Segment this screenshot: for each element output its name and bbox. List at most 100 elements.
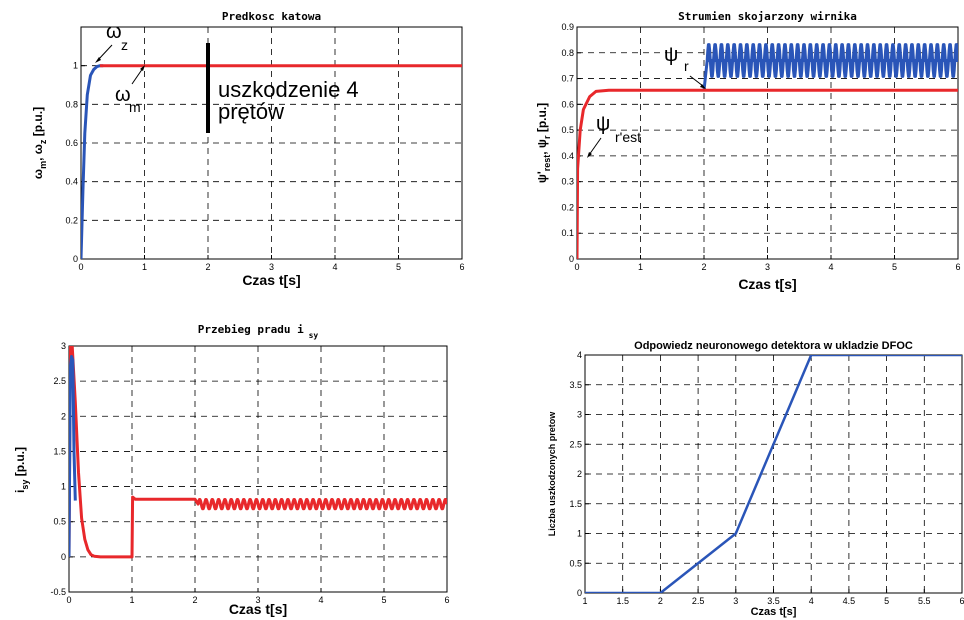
x-tick-label: 4 — [828, 262, 833, 272]
y-tick-label: 0.4 — [65, 177, 78, 187]
x-tick-label: 2 — [205, 262, 210, 272]
x-tick-label: 3.5 — [767, 596, 780, 606]
annotation-fault-line1: uszkodzenie 4 — [218, 77, 359, 102]
y-tick-label: 2 — [61, 411, 66, 421]
x-tick-label: 2 — [192, 595, 197, 605]
y-tick-label: 0 — [73, 254, 78, 264]
y-tick-label: 2.5 — [569, 439, 582, 449]
x-tick-label: 1 — [129, 595, 134, 605]
chart-title: Odpowiedz neuronowego detektora w ukladz… — [634, 340, 913, 352]
x-tick-label: 2 — [658, 596, 663, 606]
y-tick-label: 0.6 — [561, 99, 574, 109]
arrow-omega-z — [97, 44, 113, 61]
label-psi-est-sub: r'est — [615, 129, 641, 145]
label-omega-m: ω — [115, 84, 131, 106]
x-tick-label: 6 — [955, 262, 960, 272]
x-axis-label: Czas t[s] — [738, 276, 796, 292]
arrow-omega-z-head — [95, 57, 101, 63]
chart-title: Strumien skojarzony wirnika — [678, 10, 857, 23]
y-axis-label: isy [p.u.] — [13, 447, 30, 493]
x-tick-label: 0 — [66, 595, 71, 605]
x-tick-label: 4 — [809, 596, 814, 606]
x-tick-label: 1.5 — [616, 596, 629, 606]
y-tick-label: 2 — [577, 469, 582, 479]
y-axis-label: Liczba uszkodzonych pretow — [547, 411, 557, 537]
x-tick-label: 4.5 — [843, 596, 856, 606]
y-tick-label: 0.5 — [561, 125, 574, 135]
label-omega-m-sub: m — [129, 99, 141, 115]
x-tick-label: 0 — [574, 262, 579, 272]
arrow-psi-r — [689, 75, 704, 87]
x-tick-label: 5 — [884, 596, 889, 606]
arrow-omega-m-head — [140, 65, 145, 71]
series-line-isy — [69, 355, 77, 557]
x-tick-label: 1 — [142, 262, 147, 272]
y-tick-label: 2.5 — [53, 376, 66, 386]
chart-title: Predkosc katowa — [222, 10, 321, 23]
x-tick-label: 1 — [582, 596, 587, 606]
x-tick-label: 6 — [459, 262, 464, 272]
series-line-r — [702, 43, 958, 91]
label-omega-z-sub: z — [121, 37, 128, 53]
y-tick-label: 0.6 — [65, 138, 78, 148]
y-tick-label: 0 — [569, 254, 574, 264]
annotation-fault-line2: prętów — [218, 99, 284, 124]
x-tick-label: 1 — [638, 262, 643, 272]
y-tick-label: 0.2 — [65, 215, 78, 225]
x-tick-label: 5 — [396, 262, 401, 272]
y-tick-label: 0.5 — [569, 558, 582, 568]
x-axis-label: Czas t[s] — [751, 606, 797, 618]
x-tick-label: 5 — [381, 595, 386, 605]
x-tick-label: 5 — [892, 262, 897, 272]
y-tick-label: 0.8 — [561, 48, 574, 58]
x-tick-label: 3 — [765, 262, 770, 272]
y-axis-label: ψ'rest, ψr [p.u.] — [535, 103, 552, 183]
y-tick-label: 0.7 — [561, 74, 574, 84]
arrow-psi-r-head — [700, 84, 706, 89]
label-psi-est: ψ — [596, 113, 610, 135]
x-tick-label: 3 — [255, 595, 260, 605]
arrow-psi-est — [588, 137, 602, 156]
plot-frame — [80, 26, 463, 260]
y-tick-label: 0.1 — [561, 228, 574, 238]
chart-title: Przebieg pradu i sy — [198, 323, 319, 340]
x-tick-label: 3 — [733, 596, 738, 606]
x-tick-label: 6 — [444, 595, 449, 605]
chart-panel-4: 1 1.5 2 2.5 3 3.5 4 4.5 5 5.5 6 0 0.5 1 1.5 2 2.5 3 3.5 4 Od… — [547, 340, 964, 618]
y-tick-label: 1.5 — [569, 499, 582, 509]
series-line-detektor — [585, 355, 962, 593]
x-axis-label: Czas t[s] — [242, 272, 300, 288]
x-tick-label: 5.5 — [918, 596, 931, 606]
series-line-z — [81, 64, 104, 259]
y-tick-label: 0 — [577, 588, 582, 598]
label-psi-r: ψ — [664, 44, 678, 66]
y-tick-label: 0.5 — [53, 517, 66, 527]
y-tick-label: 3 — [577, 410, 582, 420]
y-tick-label: 3 — [61, 341, 66, 351]
plot-frame — [576, 26, 959, 260]
x-tick-label: 0 — [78, 262, 83, 272]
y-tick-label: 1 — [61, 482, 66, 492]
x-tick-label: 4 — [332, 262, 337, 272]
series-line-isy — [69, 346, 447, 559]
y-tick-label: 0.8 — [65, 99, 78, 109]
x-tick-label: 6 — [959, 596, 964, 606]
x-tick-label: 2.5 — [692, 596, 705, 606]
chart-panel-1: 0 1 2 3 4 5 6 0 0.2 0.4 0.6 0.8 1 Predkosc katowa Czas… — [31, 10, 465, 288]
y-tick-label: 1.5 — [53, 446, 66, 456]
chart-panel-2: 0 1 2 3 4 5 6 0 0.1 0.2 0.3 0.4 0.5 0.6 0.7 0.8 0.9 Strum… — [535, 10, 961, 292]
y-tick-label: 0.2 — [561, 202, 574, 212]
y-tick-label: 0.3 — [561, 177, 574, 187]
y-tick-label: 4 — [577, 350, 582, 360]
y-tick-label: 1 — [577, 529, 582, 539]
x-tick-label: 2 — [701, 262, 706, 272]
y-tick-label: 0.9 — [561, 22, 574, 32]
label-omega-z: ω — [106, 21, 122, 43]
label-psi-r-sub: r — [684, 58, 689, 74]
arrow-psi-est-head — [587, 152, 592, 158]
plot-frame — [584, 354, 963, 594]
x-tick-label: 4 — [318, 595, 323, 605]
y-tick-label: -0.5 — [50, 587, 66, 597]
